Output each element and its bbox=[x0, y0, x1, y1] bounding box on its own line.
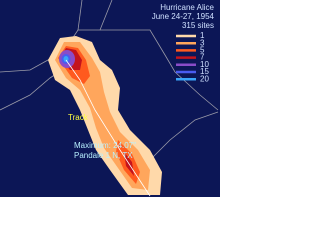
legend-label: 1 bbox=[200, 31, 205, 40]
map-title: Hurricane Alice bbox=[160, 3, 214, 12]
legend-label: 10 bbox=[200, 60, 209, 69]
legend-label: 3 bbox=[200, 38, 205, 47]
rainfall-map: Hurricane Alice June 24-27, 1954 315 sit… bbox=[0, 0, 220, 197]
legend-label: 20 bbox=[200, 74, 209, 83]
rainfall-swath bbox=[48, 36, 162, 195]
map-sites: 315 sites bbox=[182, 21, 214, 30]
track-line bbox=[65, 59, 151, 197]
map-dates: June 24-27, 1954 bbox=[152, 12, 215, 21]
borders bbox=[0, 0, 219, 196]
legend-label: 5 bbox=[200, 46, 205, 55]
legend-label: 15 bbox=[200, 67, 209, 76]
maximum-label: Maximum: 24.07" bbox=[74, 141, 136, 150]
location-label: Pandale 1 N, TX bbox=[74, 151, 133, 160]
track-label: Track bbox=[68, 113, 89, 122]
legend-label: 7 bbox=[200, 53, 205, 62]
